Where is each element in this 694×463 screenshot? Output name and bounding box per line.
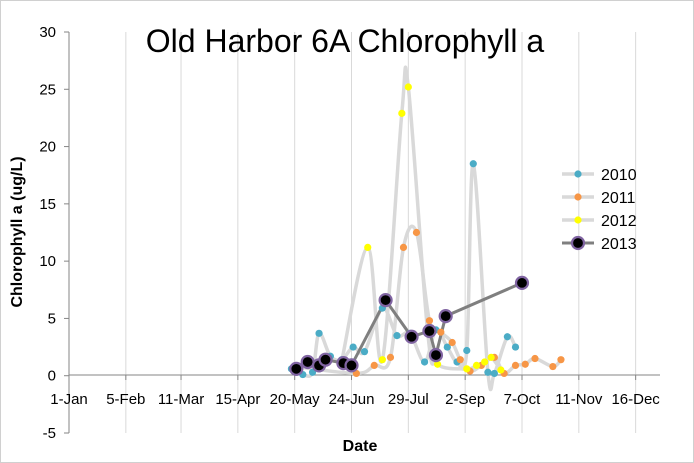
data-point-2013 <box>438 309 453 324</box>
data-point-2011 <box>412 228 421 237</box>
data-point-2013 <box>404 329 419 344</box>
data-point-2011 <box>521 360 529 368</box>
data-point-2011 <box>511 361 520 370</box>
legend-label: 2013 <box>601 236 637 253</box>
data-point-2010 <box>315 329 323 337</box>
legend-label: 2012 <box>601 213 637 230</box>
x-tick-label: 5-Feb <box>106 391 145 408</box>
data-point-2012 <box>487 353 495 361</box>
data-point-2012 <box>463 365 471 373</box>
data-point-2011 <box>531 354 539 363</box>
data-point-2011 <box>448 338 456 347</box>
data-point-2013 <box>514 275 530 291</box>
data-point-2013 <box>318 352 333 367</box>
data-point-2012 <box>481 358 489 366</box>
series-group <box>287 65 565 392</box>
legend: 2010 2011 2012 2013 <box>562 167 637 253</box>
data-point-2013 <box>300 354 315 370</box>
data-point-2010 <box>393 332 401 340</box>
legend-item-2011: 2011 <box>562 190 636 207</box>
data-point-2010 <box>420 358 429 366</box>
x-tick-label: 15-Apr <box>215 391 260 408</box>
y-axis-title: Chlorophyll a (ug/L) <box>9 156 26 307</box>
data-point-2011 <box>437 328 445 336</box>
data-point-2010 <box>360 348 369 356</box>
data-point-2011 <box>370 361 378 370</box>
data-point-2013 <box>378 292 393 308</box>
data-point-2010 <box>463 346 471 355</box>
x-tick-label: 11-Mar <box>158 391 204 408</box>
data-point-2011 <box>386 353 395 361</box>
data-point-2012 <box>378 356 386 364</box>
legend-item-2012: 2012 <box>562 213 637 230</box>
y-tick-label: 5 <box>48 310 56 327</box>
data-point-2010 <box>490 369 498 378</box>
data-point-2010 <box>484 368 492 376</box>
x-tick-label: 20-May <box>270 391 321 408</box>
x-tick-label: 29-Jul <box>388 391 429 408</box>
data-point-2012 <box>404 83 412 91</box>
legend-marker <box>574 193 582 201</box>
legend-marker <box>574 216 582 224</box>
legend-marker <box>570 235 586 251</box>
legend-item-2013: 2013 <box>562 235 637 253</box>
y-tick-label: -5 <box>43 425 56 442</box>
x-tick-label: 2-Sep <box>445 391 485 408</box>
data-point-2013 <box>344 358 359 373</box>
data-point-2013 <box>422 323 437 339</box>
series-line-2010 <box>290 162 518 392</box>
data-point-2011 <box>549 362 557 371</box>
y-tick-label: 10 <box>39 253 56 270</box>
data-point-2010 <box>503 333 511 341</box>
data-point-2013 <box>428 347 444 363</box>
data-point-2012 <box>472 361 481 370</box>
data-point-2012 <box>364 243 372 251</box>
series-markers <box>287 83 565 379</box>
x-tick-label: 7-Oct <box>504 391 542 408</box>
legend-label: 2010 <box>601 167 637 184</box>
y-tick-label: 0 <box>48 368 56 385</box>
x-tick-label: 1-Jan <box>50 391 88 408</box>
x-axis-title: Date <box>343 438 378 455</box>
y-tick-label: 25 <box>39 81 56 98</box>
axes <box>64 31 660 434</box>
chart-title: Old Harbor 6A Chlorophyll a <box>146 23 545 59</box>
legend-label: 2011 <box>601 190 636 207</box>
axis-labels: 1-Jan 5-Feb 11-Mar 15-Apr 20-May 24-Jun 29-Jul… <box>39 24 660 442</box>
y-tick-label: 15 <box>39 196 56 213</box>
data-point-2012 <box>398 109 406 117</box>
data-point-2010 <box>469 160 477 168</box>
data-point-2010 <box>511 343 520 351</box>
legend-marker <box>574 170 582 178</box>
data-point-2012 <box>433 360 442 368</box>
data-point-2012 <box>497 366 505 374</box>
data-point-2013 <box>289 361 304 376</box>
data-point-2011 <box>399 243 408 251</box>
data-point-2010 <box>443 343 451 351</box>
x-tick-label: 24-Jun <box>329 391 375 408</box>
data-point-2011 <box>425 317 434 325</box>
legend-item-2010: 2010 <box>562 167 637 184</box>
y-tick-label: 30 <box>39 24 56 41</box>
x-tick-label: 16-Dec <box>611 391 660 408</box>
data-point-2010 <box>349 343 357 351</box>
x-tick-label: 11-Nov <box>555 391 603 408</box>
y-tick-label: 20 <box>39 139 56 156</box>
data-point-2011 <box>557 356 565 364</box>
data-point-2011 <box>456 356 464 364</box>
